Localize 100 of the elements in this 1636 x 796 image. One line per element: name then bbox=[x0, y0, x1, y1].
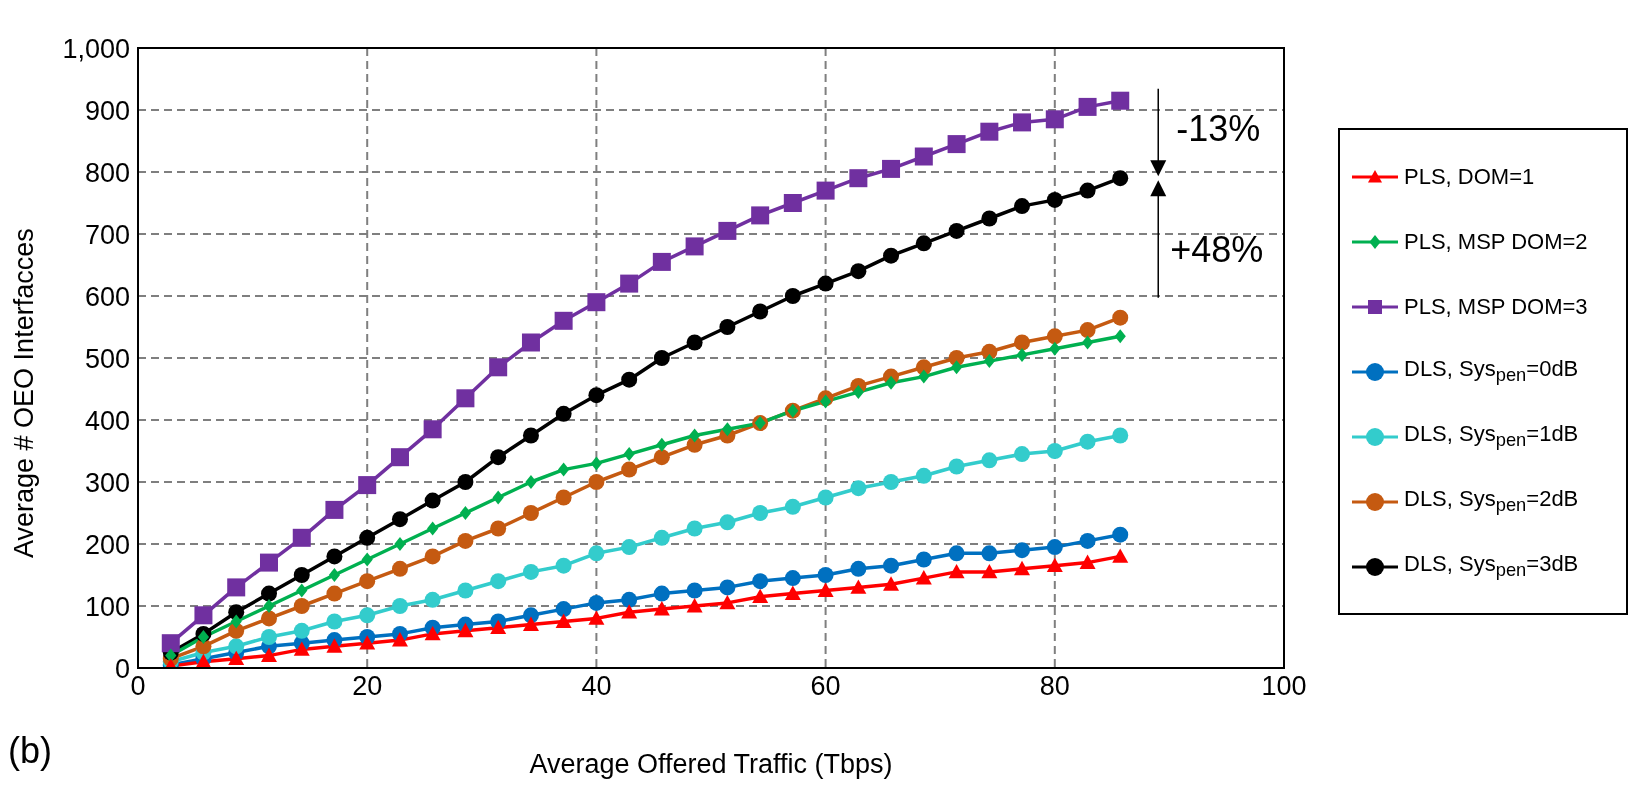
point bbox=[883, 247, 900, 264]
point bbox=[424, 492, 441, 509]
point bbox=[326, 548, 343, 565]
point bbox=[293, 567, 310, 583]
point bbox=[555, 557, 572, 574]
point bbox=[653, 350, 670, 366]
point bbox=[850, 480, 867, 497]
point bbox=[981, 452, 998, 469]
point bbox=[718, 221, 737, 240]
point bbox=[621, 604, 638, 619]
point bbox=[391, 632, 408, 647]
point bbox=[490, 619, 507, 635]
point bbox=[689, 428, 701, 443]
point bbox=[263, 599, 275, 613]
point bbox=[260, 629, 277, 645]
point bbox=[620, 274, 639, 293]
point bbox=[1079, 433, 1096, 450]
point bbox=[817, 489, 834, 506]
point bbox=[326, 638, 343, 653]
point bbox=[522, 616, 539, 631]
point bbox=[948, 563, 965, 579]
x-tick-label: 80 bbox=[1039, 671, 1070, 702]
point bbox=[816, 181, 835, 200]
x-tick-label: 60 bbox=[810, 671, 841, 702]
point bbox=[293, 598, 310, 614]
point bbox=[820, 394, 832, 409]
point bbox=[1079, 532, 1096, 549]
point bbox=[1046, 443, 1063, 459]
point bbox=[359, 529, 376, 546]
point bbox=[652, 252, 671, 271]
point bbox=[784, 570, 801, 587]
point bbox=[228, 650, 245, 666]
legend-label: DLS, Sys$_{pen}$=0dB bbox=[1404, 356, 1579, 387]
point bbox=[1079, 322, 1096, 339]
point bbox=[1014, 560, 1031, 576]
point bbox=[751, 206, 770, 225]
point bbox=[948, 458, 965, 475]
point bbox=[686, 582, 703, 599]
y-tick-label: 700 bbox=[84, 219, 130, 250]
point bbox=[623, 447, 635, 462]
point bbox=[259, 553, 278, 572]
point bbox=[885, 375, 897, 390]
point bbox=[1014, 542, 1031, 559]
point bbox=[915, 235, 932, 252]
point bbox=[588, 594, 605, 611]
point bbox=[915, 570, 932, 585]
point bbox=[456, 389, 475, 408]
point bbox=[1049, 341, 1061, 356]
point bbox=[326, 613, 343, 630]
point bbox=[359, 573, 376, 590]
point bbox=[752, 588, 769, 604]
point bbox=[555, 405, 572, 422]
point bbox=[621, 461, 638, 478]
point bbox=[490, 449, 507, 466]
point bbox=[1112, 170, 1129, 187]
point bbox=[457, 582, 474, 599]
annotation: -13% bbox=[1176, 108, 1261, 150]
x-tick-label: 20 bbox=[352, 671, 383, 702]
point bbox=[227, 578, 246, 597]
point bbox=[296, 583, 308, 598]
point bbox=[852, 385, 864, 400]
y-tick-label: 200 bbox=[84, 529, 130, 560]
point bbox=[719, 579, 736, 596]
point bbox=[1046, 328, 1063, 345]
point bbox=[424, 625, 441, 641]
point bbox=[558, 462, 570, 477]
point bbox=[359, 635, 376, 650]
point bbox=[490, 520, 507, 537]
point bbox=[783, 194, 802, 212]
point bbox=[555, 613, 572, 628]
point bbox=[883, 576, 900, 591]
point bbox=[394, 537, 406, 551]
point bbox=[981, 563, 998, 579]
y-axis-title: Average # OEO Interfacces bbox=[8, 228, 39, 558]
point bbox=[555, 489, 572, 506]
point bbox=[719, 594, 736, 610]
point bbox=[1014, 334, 1031, 351]
point bbox=[197, 630, 210, 644]
point bbox=[328, 568, 341, 582]
point bbox=[326, 585, 343, 602]
point bbox=[325, 500, 344, 519]
point bbox=[1014, 198, 1031, 215]
point bbox=[1046, 539, 1063, 556]
point bbox=[260, 585, 277, 602]
point bbox=[525, 475, 537, 489]
point bbox=[1046, 557, 1063, 573]
point bbox=[260, 610, 277, 627]
point bbox=[489, 358, 508, 377]
point bbox=[850, 579, 867, 594]
point bbox=[490, 573, 507, 590]
y-tick-label: 300 bbox=[84, 467, 130, 498]
point bbox=[1079, 182, 1096, 199]
point bbox=[653, 601, 670, 616]
point bbox=[915, 467, 932, 484]
point bbox=[914, 147, 933, 166]
y-tick-label: 1,000 bbox=[62, 33, 130, 64]
point bbox=[424, 591, 441, 608]
x-tick-label: 100 bbox=[1261, 671, 1307, 702]
point bbox=[391, 598, 408, 614]
point bbox=[686, 334, 703, 351]
